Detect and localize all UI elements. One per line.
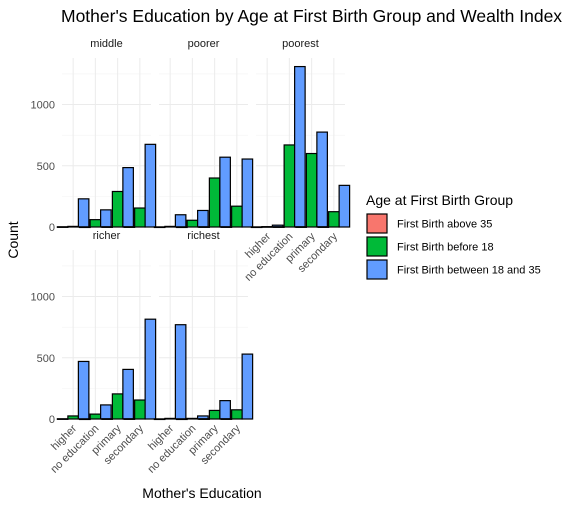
panel-richer: richer xyxy=(57,230,155,419)
bar-middle-secondary-first-birth-above-35 xyxy=(124,227,135,228)
bar-poorer-primary-first-birth-above-35 xyxy=(199,227,210,228)
bar-poorest-higher-first-birth-before-18 xyxy=(262,227,273,228)
facet-label: richer xyxy=(93,230,121,242)
chart-title: Mother's Education by Age at First Birth… xyxy=(61,6,562,26)
bar-richer-higher-first-birth-between-18-and-35 xyxy=(78,361,89,419)
bar-poorer-no-education-first-birth-above-35 xyxy=(177,227,188,228)
x-axis-title: Mother's Education xyxy=(142,485,261,501)
y-tick-label: 1000 xyxy=(31,100,55,112)
y-tick-label: 500 xyxy=(37,161,55,173)
bar-poorest-secondary-first-birth-between-18-and-35 xyxy=(339,185,350,227)
bar-middle-no-education-first-birth-above-35 xyxy=(80,227,91,228)
bar-poorer-higher-first-birth-above-35 xyxy=(154,227,165,228)
legend-label: First Birth before 18 xyxy=(397,242,494,254)
y-tick-label: 500 xyxy=(37,353,55,365)
bar-richer-secondary-first-birth-between-18-and-35 xyxy=(145,319,156,419)
bar-poorer-secondary-first-birth-between-18-and-35 xyxy=(242,159,253,227)
bar-richest-no-education-first-birth-before-18 xyxy=(187,418,198,419)
legend-label: First Birth above 35 xyxy=(397,219,492,231)
bar-richest-higher-first-birth-above-35 xyxy=(154,419,165,420)
bar-richest-primary-first-birth-above-35 xyxy=(199,419,210,420)
y-axis-title: Count xyxy=(5,221,21,258)
bar-richest-secondary-first-birth-before-18 xyxy=(232,410,243,419)
bar-richer-primary-first-birth-between-18-and-35 xyxy=(123,369,134,419)
bar-richest-no-education-first-birth-above-35 xyxy=(177,419,188,420)
bar-richer-secondary-first-birth-before-18 xyxy=(135,400,146,419)
bar-richest-primary-first-birth-between-18-and-35 xyxy=(220,401,231,419)
bar-poorest-primary-first-birth-between-18-and-35 xyxy=(317,132,328,227)
bar-richer-primary-first-birth-above-35 xyxy=(102,419,113,420)
bar-poorer-secondary-first-birth-above-35 xyxy=(221,227,232,228)
bar-richest-higher-first-birth-before-18 xyxy=(165,418,176,419)
bar-richer-primary-first-birth-before-18 xyxy=(112,394,123,419)
bar-poorest-no-education-first-birth-before-18 xyxy=(284,145,295,227)
bar-richest-higher-first-birth-between-18-and-35 xyxy=(175,325,186,419)
facet-label: poorest xyxy=(282,38,319,50)
panel-poorest: poorest xyxy=(251,38,349,227)
legend-title: Age at First Birth Group xyxy=(366,192,513,208)
bar-middle-higher-first-birth-above-35 xyxy=(57,227,68,228)
bar-poorer-primary-first-birth-between-18-and-35 xyxy=(220,157,231,227)
bar-poorer-primary-first-birth-before-18 xyxy=(209,178,220,227)
bar-poorest-secondary-first-birth-above-35 xyxy=(318,227,329,228)
bar-richer-secondary-first-birth-above-35 xyxy=(124,419,135,420)
bar-poorest-no-education-first-birth-between-18-and-35 xyxy=(295,67,306,227)
bar-poorer-higher-first-birth-before-18 xyxy=(165,226,176,227)
panel-richest: richest xyxy=(154,230,252,419)
bar-poorer-higher-first-birth-between-18-and-35 xyxy=(175,215,186,227)
y-tick-label: 0 xyxy=(49,222,55,234)
facet-label: poorer xyxy=(188,38,220,50)
bar-poorer-no-education-first-birth-between-18-and-35 xyxy=(198,210,209,227)
bar-middle-primary-first-birth-above-35 xyxy=(102,227,113,228)
legend-key-first-birth-between-18-and-35 xyxy=(367,260,387,279)
bar-middle-secondary-first-birth-between-18-and-35 xyxy=(145,144,156,227)
bar-poorest-no-education-first-birth-above-35 xyxy=(274,227,285,228)
bar-richest-secondary-first-birth-above-35 xyxy=(221,419,232,420)
bar-middle-higher-first-birth-between-18-and-35 xyxy=(78,199,89,227)
legend-label: First Birth between 18 and 35 xyxy=(397,265,541,277)
y-axis-ticks: 0 500 1000 0 500 1000 xyxy=(31,100,55,426)
bar-richest-secondary-first-birth-between-18-and-35 xyxy=(242,354,253,419)
bar-middle-secondary-first-birth-before-18 xyxy=(135,208,146,227)
legend-key-first-birth-before-18 xyxy=(367,237,387,256)
bar-richer-no-education-first-birth-before-18 xyxy=(90,414,101,419)
facet-label: middle xyxy=(90,38,122,50)
bar-poorer-no-education-first-birth-before-18 xyxy=(187,220,198,227)
bar-middle-no-education-first-birth-before-18 xyxy=(90,220,101,227)
legend: Age at First Birth Group First Birth abo… xyxy=(366,192,541,279)
facet-label: richest xyxy=(187,230,219,242)
panel-middle: middle xyxy=(57,38,155,227)
bar-poorer-secondary-first-birth-before-18 xyxy=(232,206,243,227)
bar-middle-no-education-first-birth-between-18-and-35 xyxy=(101,210,112,227)
bar-richest-primary-first-birth-before-18 xyxy=(209,410,220,419)
bar-poorest-primary-first-birth-before-18 xyxy=(306,154,317,227)
bar-middle-higher-first-birth-before-18 xyxy=(68,226,79,227)
legend-key-first-birth-above-35 xyxy=(367,214,387,233)
bar-richer-higher-first-birth-before-18 xyxy=(68,416,79,419)
panel-poorer: poorer xyxy=(154,38,252,227)
bar-poorest-secondary-first-birth-before-18 xyxy=(329,212,340,227)
bar-poorest-higher-first-birth-above-35 xyxy=(251,227,262,228)
bar-richer-higher-first-birth-above-35 xyxy=(57,419,68,420)
y-tick-label: 0 xyxy=(49,414,55,426)
bar-poorest-primary-first-birth-above-35 xyxy=(296,227,307,228)
bar-middle-primary-first-birth-between-18-and-35 xyxy=(123,168,134,227)
facet-panels: middle poorer poorest richer richest xyxy=(57,38,349,419)
y-tick-label: 1000 xyxy=(31,292,55,304)
bar-richer-no-education-first-birth-between-18-and-35 xyxy=(101,405,112,419)
bar-richer-no-education-first-birth-above-35 xyxy=(80,419,91,420)
bar-middle-primary-first-birth-before-18 xyxy=(112,191,123,227)
